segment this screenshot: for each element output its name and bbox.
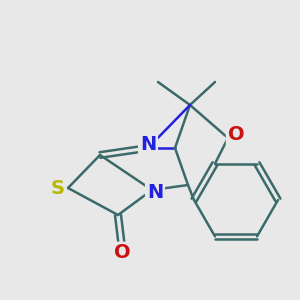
Text: N: N (140, 136, 156, 154)
Text: O: O (228, 125, 244, 145)
Text: S: S (51, 178, 65, 197)
Text: O: O (114, 244, 130, 262)
Text: N: N (147, 184, 163, 202)
